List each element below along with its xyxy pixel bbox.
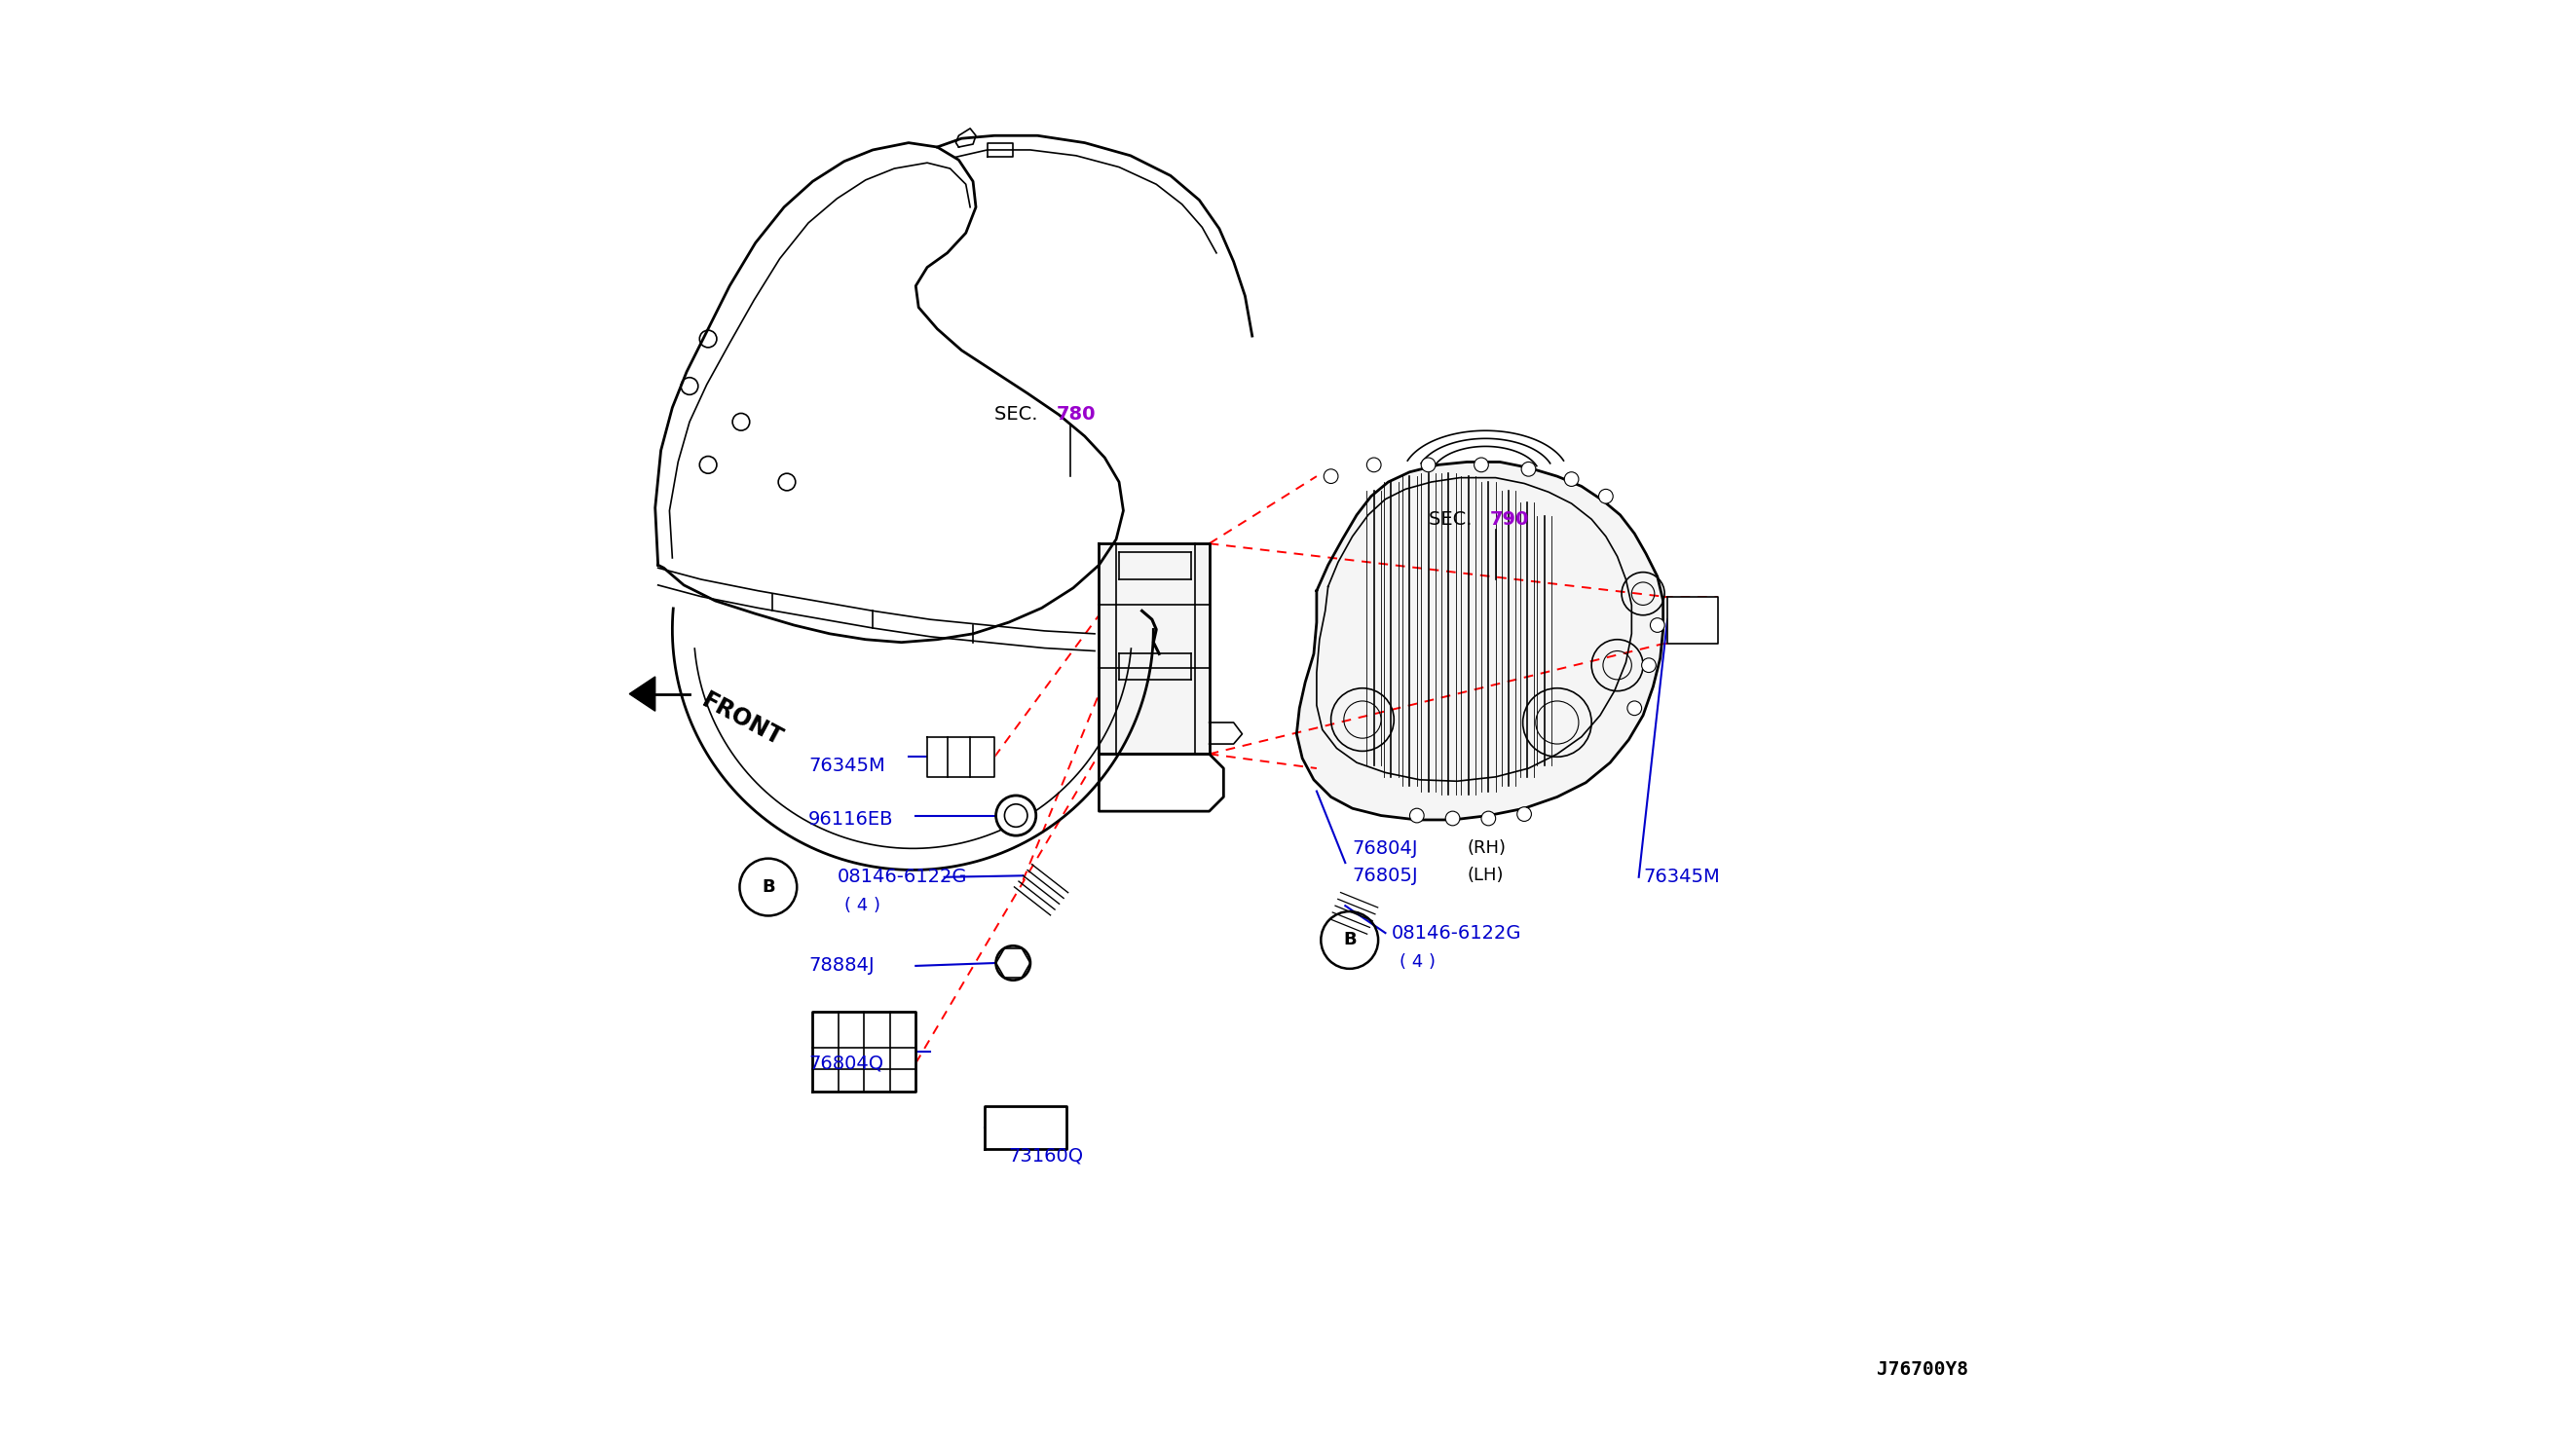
- Text: ( 4 ): ( 4 ): [1399, 952, 1435, 971]
- Text: 76345M: 76345M: [1643, 868, 1721, 886]
- Circle shape: [997, 946, 1030, 980]
- Circle shape: [1445, 811, 1461, 825]
- Text: 96116EB: 96116EB: [809, 811, 894, 829]
- Circle shape: [1628, 701, 1641, 715]
- Text: B: B: [762, 879, 775, 896]
- Polygon shape: [984, 1105, 1066, 1149]
- Polygon shape: [1667, 597, 1718, 644]
- Text: 76805J: 76805J: [1352, 867, 1419, 884]
- Text: 780: 780: [1056, 406, 1095, 423]
- Polygon shape: [1100, 543, 1208, 754]
- Polygon shape: [927, 737, 994, 777]
- Circle shape: [1422, 458, 1435, 473]
- Text: SEC.: SEC.: [994, 406, 1043, 423]
- Text: 73160Q: 73160Q: [1010, 1147, 1084, 1166]
- Text: (RH): (RH): [1466, 840, 1507, 857]
- Circle shape: [1564, 473, 1579, 487]
- Circle shape: [1324, 470, 1337, 484]
- Polygon shape: [811, 1012, 914, 1092]
- Circle shape: [997, 796, 1036, 835]
- Text: 790: 790: [1489, 510, 1530, 529]
- Circle shape: [1600, 490, 1613, 503]
- Circle shape: [1522, 462, 1535, 477]
- Text: J76700Y8: J76700Y8: [1875, 1360, 1968, 1379]
- Circle shape: [1651, 618, 1664, 633]
- Text: SEC.: SEC.: [1427, 510, 1479, 529]
- Text: (LH): (LH): [1466, 867, 1504, 884]
- Text: 08146-6122G: 08146-6122G: [1391, 923, 1520, 942]
- Circle shape: [1517, 806, 1530, 821]
- Polygon shape: [1296, 462, 1664, 819]
- Circle shape: [1473, 458, 1489, 473]
- Text: 76345M: 76345M: [809, 756, 886, 775]
- Text: FRONT: FRONT: [698, 689, 786, 750]
- Polygon shape: [629, 676, 654, 711]
- Circle shape: [1641, 657, 1656, 672]
- Text: B: B: [1342, 932, 1355, 949]
- Text: 76804Q: 76804Q: [809, 1053, 884, 1072]
- Text: 08146-6122G: 08146-6122G: [837, 868, 966, 886]
- Text: 76804J: 76804J: [1352, 840, 1419, 858]
- Circle shape: [1409, 808, 1425, 822]
- Text: ( 4 ): ( 4 ): [845, 897, 881, 915]
- Circle shape: [1368, 458, 1381, 473]
- Text: 78884J: 78884J: [809, 957, 873, 975]
- Circle shape: [1481, 811, 1497, 825]
